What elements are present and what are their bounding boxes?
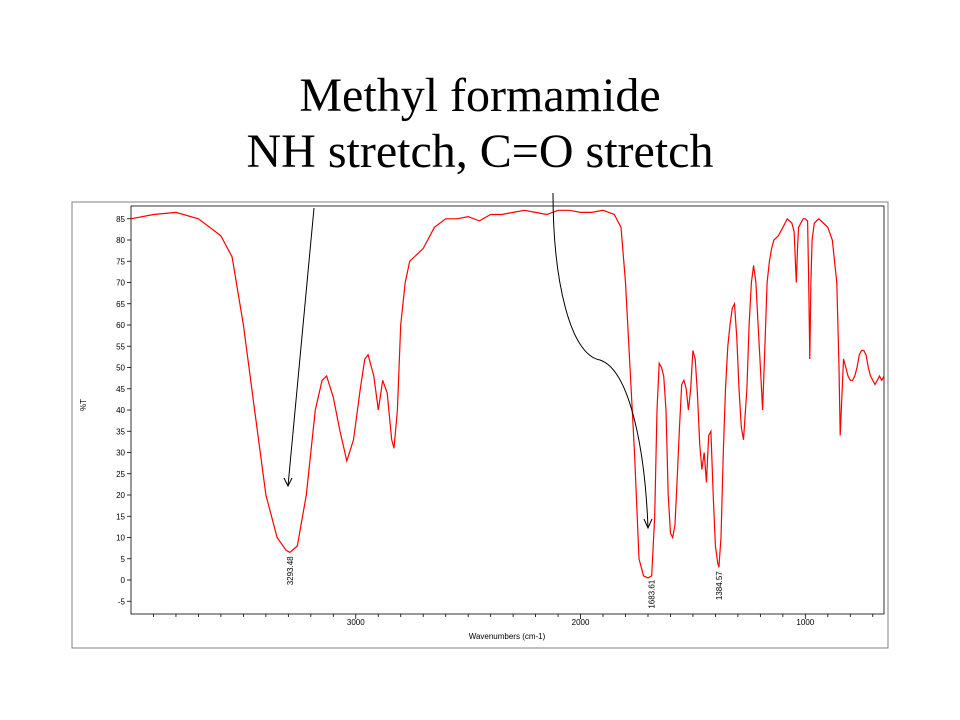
peak-labels: 3293.48 1683.61 1384.57 [286, 556, 724, 609]
chart-frame [71, 201, 889, 649]
y-tick-label: 5 [121, 555, 126, 564]
y-tick-label: -5 [118, 597, 126, 606]
slide-title: Methyl formamide NH stretch, C=O stretch [0, 68, 960, 180]
y-tick-label: 40 [116, 406, 125, 415]
nh-stretch-arrow [287, 207, 315, 487]
y-tick-label: 15 [116, 512, 125, 521]
y-tick-label: 50 [116, 364, 125, 373]
y-tick-label: 60 [116, 321, 125, 330]
y-tick-label: 85 [116, 215, 125, 224]
spectrum-line [130, 209, 885, 579]
x-tick-label: 1000 [796, 618, 814, 627]
y-tick-label: 20 [116, 491, 125, 500]
y-tick-label: 65 [116, 300, 125, 309]
y-tick-label: 25 [116, 470, 125, 479]
y-tick-label: 35 [116, 427, 125, 436]
y-tick-label: 30 [116, 449, 125, 458]
x-tick-label: 3000 [347, 618, 365, 627]
x-axis: 3000 2000 1000 [153, 614, 874, 627]
y-axis: -5 0 5 10 15 20 25 30 35 40 45 50 55 60 65 70 75 80 85 [116, 215, 131, 606]
title-line-1: Methyl formamide [299, 69, 661, 122]
peak-label: 1384.57 [715, 571, 724, 600]
y-tick-label: 70 [116, 279, 125, 288]
y-tick-label: 75 [116, 257, 125, 266]
co-stretch-arrow [552, 192, 649, 529]
x-tick-label: 2000 [572, 618, 590, 627]
annotation-arrows [283, 192, 653, 530]
co-arrowhead-icon [643, 518, 653, 530]
peak-label: 1683.61 [648, 579, 657, 608]
y-tick-label: 55 [116, 342, 125, 351]
y-tick-label: 45 [116, 385, 125, 394]
y-axis-title: %T [79, 399, 88, 411]
y-tick-label: 80 [116, 236, 125, 245]
nh-arrowhead-icon [283, 477, 293, 488]
title-line-2: NH stretch, C=O stretch [246, 125, 714, 178]
y-tick-label: 10 [116, 534, 125, 543]
x-axis-title: Wavenumbers (cm-1) [469, 632, 546, 641]
y-tick-label: 0 [121, 576, 126, 585]
peak-label: 3293.48 [286, 556, 295, 585]
